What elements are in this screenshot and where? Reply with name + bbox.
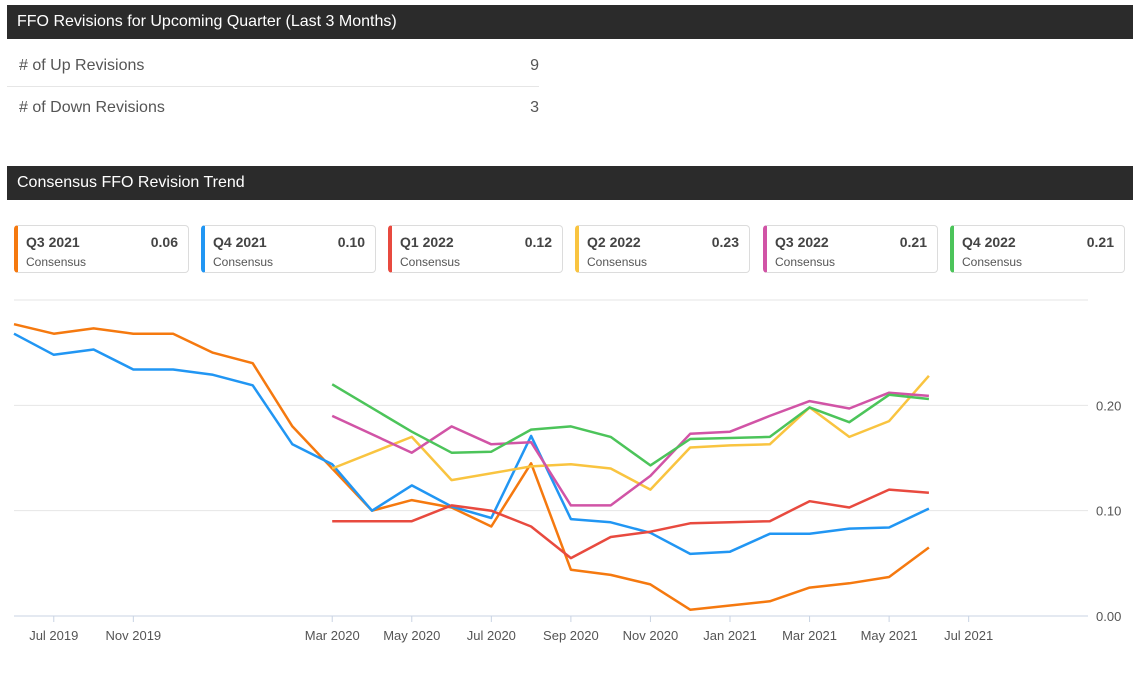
card-label: Consensus xyxy=(400,255,461,269)
card-quarter: Q4 2021 xyxy=(213,234,267,250)
x-tick-label: Jan 2021 xyxy=(703,628,757,643)
card-label: Consensus xyxy=(962,255,1023,269)
consensus-card-q1-2022[interactable]: Q1 2022 0.12 Consensus xyxy=(388,225,563,273)
series-line-q3-2022 xyxy=(331,391,930,507)
card-quarter: Q4 2022 xyxy=(962,234,1016,250)
series-line-q4-2022 xyxy=(331,383,930,467)
x-tick-label: Jul 2021 xyxy=(944,628,993,643)
ffo-revisions-header: FFO Revisions for Upcoming Quarter (Last… xyxy=(7,5,1133,39)
x-tick-label: Jul 2020 xyxy=(467,628,516,643)
card-quarter: Q3 2022 xyxy=(775,234,829,250)
x-tick-label: Nov 2020 xyxy=(623,628,679,643)
y-tick-label: 0.20 xyxy=(1096,398,1121,413)
y-tick-label: 0.10 xyxy=(1096,504,1121,519)
consensus-card-q2-2022[interactable]: Q2 2022 0.23 Consensus xyxy=(575,225,750,273)
up-revisions-value: 9 xyxy=(530,57,539,74)
card-quarter: Q2 2022 xyxy=(587,234,641,250)
card-quarter: Q3 2021 xyxy=(26,234,80,250)
consensus-card-q3-2022[interactable]: Q3 2022 0.21 Consensus xyxy=(763,225,938,273)
x-tick-label: Sep 2020 xyxy=(543,628,599,643)
card-label: Consensus xyxy=(213,255,274,269)
x-tick-label: Nov 2019 xyxy=(106,628,162,643)
y-tick-label: 0.00 xyxy=(1096,609,1121,624)
series-line-q2-2022 xyxy=(331,374,930,491)
consensus-card-q4-2021[interactable]: Q4 2021 0.10 Consensus xyxy=(201,225,376,273)
down-revisions-row: # of Down Revisions 3 xyxy=(7,87,539,129)
consensus-card-q4-2022[interactable]: Q4 2022 0.21 Consensus xyxy=(950,225,1125,273)
down-revisions-label: # of Down Revisions xyxy=(19,99,165,116)
x-tick-label: Mar 2021 xyxy=(782,628,837,643)
revision-trend-header: Consensus FFO Revision Trend xyxy=(7,166,1133,200)
card-label: Consensus xyxy=(26,255,87,269)
card-label: Consensus xyxy=(587,255,648,269)
card-value: 0.23 xyxy=(711,234,739,250)
card-value: 0.10 xyxy=(337,234,365,250)
card-value: 0.21 xyxy=(899,234,927,250)
series-line-q1-2022 xyxy=(332,488,930,560)
x-tick-label: Mar 2020 xyxy=(305,628,360,643)
series-line-q3-2021 xyxy=(13,322,930,611)
down-revisions-value: 3 xyxy=(530,99,539,116)
card-value: 0.21 xyxy=(1086,234,1114,250)
up-revisions-label: # of Up Revisions xyxy=(19,57,145,74)
series-line-q4-2021 xyxy=(13,332,930,556)
x-tick-label: May 2020 xyxy=(383,628,440,643)
card-value: 0.12 xyxy=(524,234,552,250)
x-tick-label: May 2021 xyxy=(861,628,918,643)
up-revisions-row: # of Up Revisions 9 xyxy=(7,45,539,87)
card-quarter: Q1 2022 xyxy=(400,234,454,250)
revision-trend-chart: 0.00 0.10 0.20 Jul 2019 Nov 2019 Mar 2020 May … xyxy=(13,299,1121,643)
consensus-card-q3-2021[interactable]: Q3 2021 0.06 Consensus xyxy=(14,225,189,273)
card-value: 0.06 xyxy=(150,234,178,250)
card-label: Consensus xyxy=(775,255,836,269)
x-tick-label: Jul 2019 xyxy=(29,628,78,643)
